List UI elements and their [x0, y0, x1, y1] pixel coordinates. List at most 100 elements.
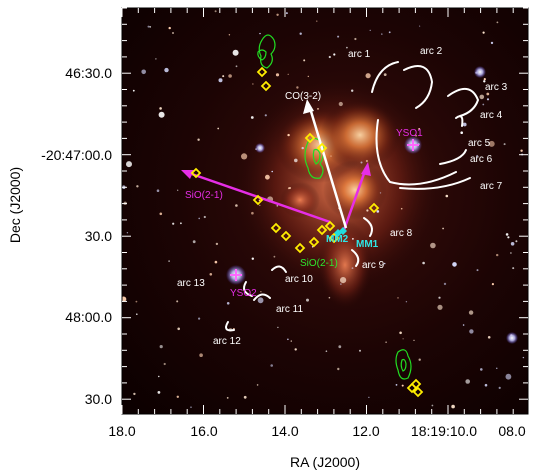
- x-tick-label: 18.0: [108, 423, 135, 439]
- star: [383, 73, 387, 76]
- star: [273, 255, 276, 258]
- x-tick-label: 14.0: [271, 423, 298, 439]
- star: [368, 396, 370, 398]
- star: [226, 302, 230, 305]
- star: [168, 26, 171, 30]
- star: [251, 211, 254, 215]
- star: [351, 267, 354, 269]
- star: [226, 397, 229, 399]
- star: [158, 375, 160, 378]
- star: [214, 10, 217, 13]
- star: [482, 103, 485, 106]
- star: [479, 94, 485, 100]
- star: [462, 324, 465, 326]
- star: [198, 317, 201, 320]
- star: [316, 20, 318, 22]
- arc-label: arc 5: [468, 138, 491, 149]
- star: [469, 329, 474, 334]
- region-labels: arc 1 arc 2 arc 3 arc 4 arc 5 arc 6 arc …: [177, 46, 508, 347]
- star: [176, 300, 179, 303]
- y-tick-label: 30.0: [85, 391, 112, 407]
- star: [192, 240, 196, 244]
- star: [365, 73, 371, 79]
- star: [264, 114, 267, 117]
- star: [168, 260, 170, 262]
- maser-diamond: [412, 386, 424, 398]
- star: [496, 21, 499, 24]
- star: [460, 131, 464, 134]
- yso1-label: YSO1: [396, 128, 423, 139]
- star: [122, 296, 127, 302]
- arc-curve: [271, 265, 287, 273]
- star: [217, 127, 220, 130]
- star: [359, 349, 361, 352]
- star: [265, 174, 270, 180]
- arc-label: arc 13: [177, 278, 205, 289]
- star: [156, 189, 160, 192]
- y-axis-title: Dec (J2000): [7, 167, 23, 243]
- star: [306, 298, 309, 302]
- star: [330, 155, 332, 157]
- star: [340, 277, 347, 284]
- image-panel: [122, 8, 528, 414]
- star: [222, 75, 225, 78]
- arc-label: arc 1: [348, 49, 371, 60]
- star: [215, 242, 219, 246]
- star: [488, 140, 495, 147]
- star: [126, 161, 132, 168]
- star: [346, 46, 348, 49]
- star: [228, 34, 231, 36]
- star: [158, 111, 165, 118]
- arc-curve: [243, 281, 253, 297]
- star: [294, 348, 297, 351]
- y-tick-label: 48:00.0: [65, 309, 112, 325]
- sio-label: SiO(2-1): [185, 190, 223, 201]
- star: [383, 262, 386, 265]
- star: [214, 260, 218, 264]
- star: [287, 133, 290, 137]
- star-field: [122, 10, 525, 409]
- star: [483, 80, 486, 83]
- arc-label: arc 6: [470, 154, 493, 165]
- star: [256, 384, 259, 386]
- maser-diamond: [410, 378, 422, 390]
- y-tick-label: 46:30.0: [65, 65, 112, 81]
- star: [337, 35, 340, 38]
- mm1-label: MM1: [356, 239, 379, 250]
- star: [243, 395, 247, 399]
- maser-diamond: [260, 80, 272, 92]
- star: [437, 304, 443, 310]
- x-tick-label: 16.0: [190, 423, 217, 439]
- star: [259, 204, 261, 207]
- star: [277, 326, 279, 329]
- star: [430, 242, 436, 249]
- star: [299, 32, 302, 35]
- star: [352, 238, 354, 240]
- arc-label: arc 10: [285, 274, 313, 285]
- star: [351, 89, 354, 92]
- star: [385, 341, 387, 344]
- star: [483, 78, 486, 81]
- sio-contour-south: [400, 358, 407, 372]
- star: [487, 336, 491, 339]
- star: [149, 26, 152, 28]
- star: [419, 25, 421, 27]
- star: [172, 32, 174, 34]
- star: [198, 217, 200, 220]
- star: [340, 283, 342, 285]
- arc-label: arc 12: [213, 336, 241, 347]
- star: [252, 83, 254, 85]
- star: [136, 185, 139, 188]
- star: [491, 283, 494, 286]
- star: [260, 291, 262, 293]
- star: [480, 368, 483, 371]
- star: [133, 392, 136, 396]
- co-label: CO(3-2): [285, 91, 321, 102]
- star: [510, 242, 515, 246]
- arc-curve: [253, 293, 271, 301]
- star: [503, 143, 506, 146]
- star: [251, 257, 254, 260]
- star: [395, 384, 398, 386]
- star: [157, 391, 161, 394]
- star: [176, 395, 179, 398]
